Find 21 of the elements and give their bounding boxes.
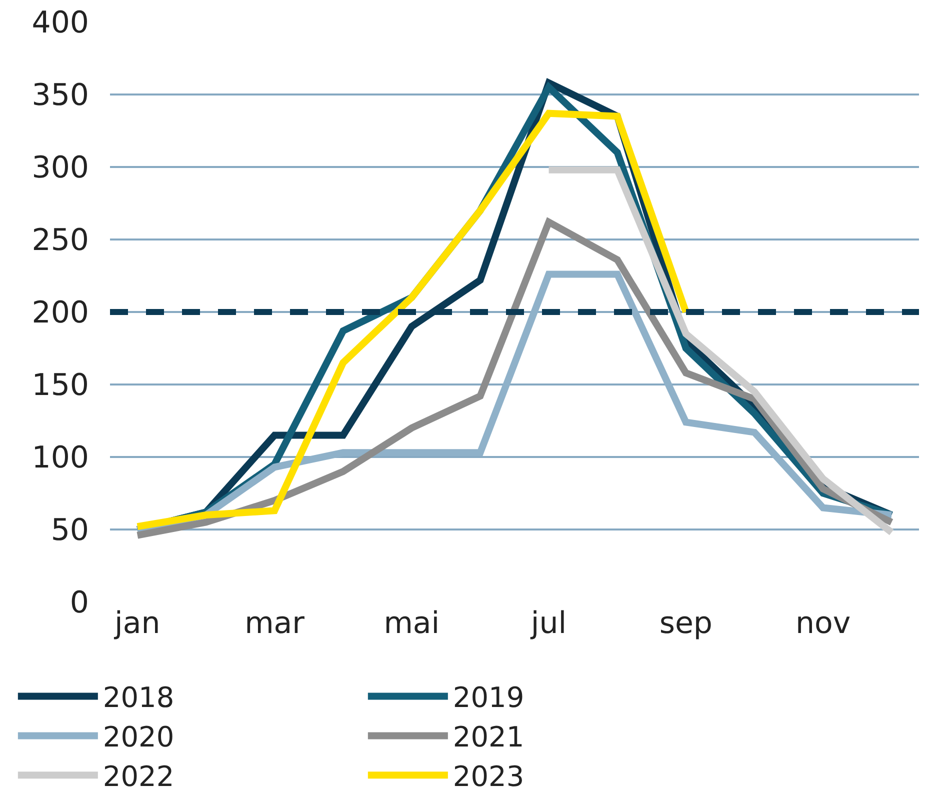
y-tick-label: 200 xyxy=(32,296,89,330)
y-tick-label: 300 xyxy=(32,150,89,186)
y-tick-label: 0 xyxy=(70,586,89,620)
y-tick-label: 50 xyxy=(50,513,89,548)
legend-label: 2021 xyxy=(452,720,524,754)
y-tick-label: 150 xyxy=(32,368,89,403)
y-tick-label: 350 xyxy=(32,78,89,113)
x-tick-label: jul xyxy=(530,606,567,641)
x-tick-label: nov xyxy=(795,606,851,641)
legend-label: 2019 xyxy=(452,681,524,714)
legend-label: 2018 xyxy=(102,681,174,714)
y-tick-label: 100 xyxy=(32,440,89,476)
y-tick-label: 400 xyxy=(32,6,89,40)
y-tick-label: 250 xyxy=(32,223,89,258)
legend-label: 2022 xyxy=(102,760,174,794)
x-tick-label: sep xyxy=(659,606,712,641)
legend-label: 2020 xyxy=(102,720,174,754)
x-tick-label: mai xyxy=(384,606,440,641)
legend-label: 2023 xyxy=(452,760,524,794)
x-tick-label: mar xyxy=(244,606,306,641)
x-tick-label: jan xyxy=(114,606,160,641)
